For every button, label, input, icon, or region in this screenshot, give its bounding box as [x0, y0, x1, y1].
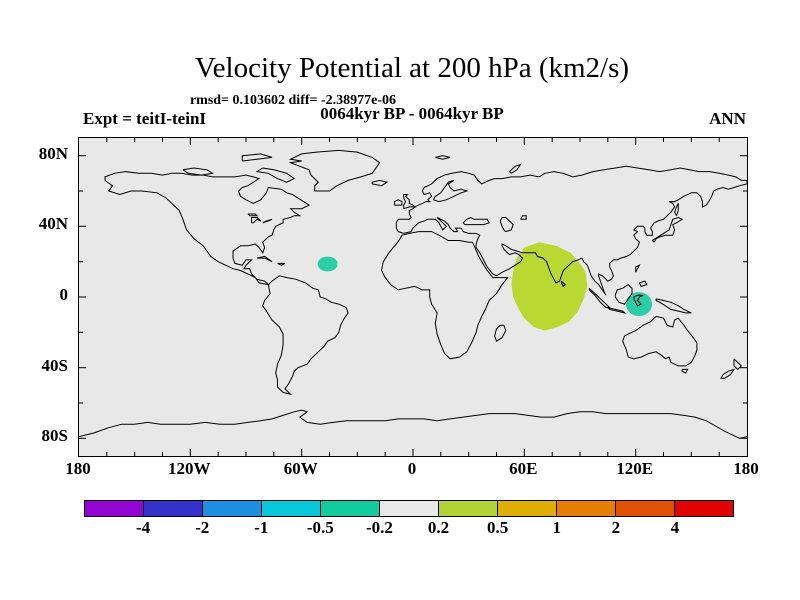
- colorbar-cell: [261, 500, 321, 517]
- colorbar-tick-label: -4: [135, 518, 151, 537]
- colorbar-cell: [320, 500, 380, 517]
- coastline: [104, 171, 311, 286]
- experiment-label: Expt = teitI-teinI: [83, 109, 207, 128]
- coastline: [241, 153, 273, 162]
- colorbar-tick-label: -0.2: [365, 518, 393, 537]
- coastline: [380, 231, 509, 360]
- coastline: [256, 255, 273, 263]
- colorbar-cell: [497, 500, 557, 517]
- world-map: [79, 138, 747, 456]
- coastline: [494, 324, 507, 342]
- colorbar-tick-label: -1: [254, 518, 269, 537]
- plot-title: Velocity Potential at 200 hPa (km2/s): [194, 52, 630, 84]
- coastline: [403, 194, 417, 210]
- colorbar-tick-label: 4: [670, 518, 680, 537]
- colorbar-cell: [202, 500, 262, 517]
- colorbar-cell: [674, 500, 734, 517]
- coastline: [432, 179, 469, 203]
- lat-tick-label: 80S: [41, 426, 68, 446]
- season-label: ANN: [709, 109, 746, 128]
- colorbar-tick-label: 0.2: [427, 518, 450, 537]
- colorbar-tick-label: 2: [611, 518, 621, 537]
- colorbar-tick-label: -0.5: [306, 518, 334, 537]
- coastline: [262, 218, 273, 224]
- lon-tick-label: 180: [733, 459, 759, 478]
- coastline: [655, 298, 692, 314]
- coastline: [651, 216, 684, 243]
- coastline: [520, 215, 527, 220]
- colorbar-cell: [379, 500, 439, 517]
- coastline: [733, 358, 743, 371]
- colorbar-tick-label: 1: [552, 518, 561, 537]
- tropical-atlantic-negative-anomaly: [317, 256, 338, 272]
- coastline: [622, 315, 698, 367]
- coastline: [393, 199, 403, 206]
- colorbar: [84, 500, 734, 517]
- coastline: [435, 155, 451, 160]
- colorbar-cell: [438, 500, 498, 517]
- colorbar-cell: [556, 500, 616, 517]
- coastline: [674, 203, 679, 216]
- colorbar-tick-label: 0.5: [487, 518, 509, 537]
- lon-tick-label: 60E: [509, 459, 538, 478]
- coastline: [395, 165, 747, 296]
- colorbar-cell: [84, 500, 144, 517]
- coastline: [251, 217, 262, 224]
- coastline: [633, 294, 644, 307]
- lat-tick-label: 40N: [38, 214, 68, 234]
- coastline: [635, 264, 641, 273]
- colorbar-cell: [143, 500, 203, 517]
- coastline: [614, 283, 633, 305]
- coastline: [720, 368, 736, 379]
- coastline: [277, 262, 286, 266]
- lon-tick-label: 180: [65, 459, 91, 478]
- coastline: [508, 163, 522, 174]
- colorbar-cell: [615, 500, 675, 517]
- coastline: [638, 280, 648, 288]
- maritime-continent-negative-anomaly: [626, 292, 652, 317]
- coastline: [371, 179, 389, 187]
- lon-tick-label: 60W: [283, 459, 318, 478]
- lat-tick-label: 0: [59, 285, 69, 304]
- coastline: [681, 368, 689, 374]
- coastline: [588, 287, 611, 309]
- stats-line: rmsd= 0.103602 diff= -2.38977e-06: [189, 93, 397, 108]
- coastline: [462, 216, 490, 226]
- coastline: [607, 307, 627, 314]
- coastline: [255, 167, 296, 183]
- coastline: [262, 275, 349, 396]
- lat-tick-label: 40S: [41, 355, 68, 375]
- period-line: 0064kyr BP - 0064kyr BP: [320, 104, 504, 123]
- coastline: [247, 213, 259, 217]
- colorbar-tick-label: -2: [195, 518, 210, 537]
- map-plot-area: [78, 137, 748, 457]
- coastline: [288, 149, 381, 192]
- coastline: [499, 217, 514, 233]
- lon-tick-label: 0: [407, 459, 417, 478]
- coastline: [560, 280, 566, 288]
- coastline: [79, 409, 747, 439]
- lat-tick-label: 80N: [38, 143, 68, 163]
- lon-tick-label: 120E: [616, 459, 654, 478]
- coastline: [182, 167, 214, 176]
- indian-ocean-positive-anomaly: [511, 242, 588, 331]
- lon-tick-label: 120W: [168, 459, 211, 478]
